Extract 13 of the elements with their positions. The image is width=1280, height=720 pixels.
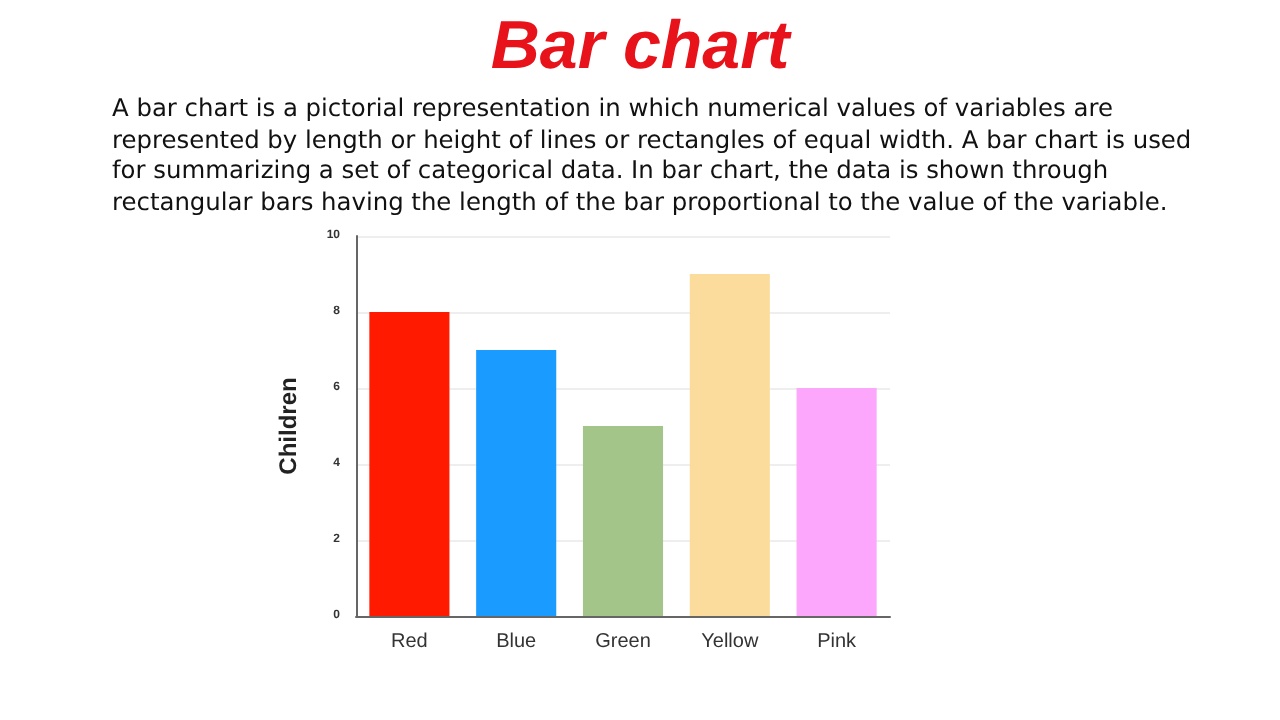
bar: [582, 426, 664, 616]
bar: [476, 350, 557, 616]
y-axis-title: Children: [274, 377, 302, 475]
chart-subtitle: A bar chart is a pictorial representation in which numerical values of variables are represented by length or height of lines or rectangles of equal width. A bar chart is used for summarizing a set of categorical data. In bar chart, the data is shown through rectangular bars having the length of the bar proportional to the value of the variable.: [112, 94, 1194, 218]
bar: [796, 388, 877, 616]
x-tick-label: Blue: [496, 631, 538, 653]
bar: [369, 312, 450, 616]
x-tick-label: Pink: [817, 631, 859, 653]
x-tick-label: Yellow: [701, 631, 760, 653]
bar: [689, 274, 770, 616]
x-tick-label: Red: [391, 631, 428, 653]
chart-title: Bar chart: [488, 8, 794, 86]
x-tick-label: Green: [595, 631, 651, 653]
